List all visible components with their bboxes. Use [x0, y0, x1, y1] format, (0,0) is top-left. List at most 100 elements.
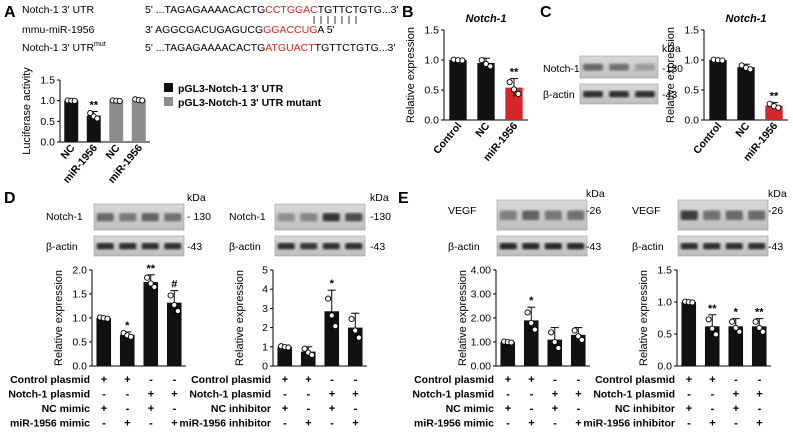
data-point — [325, 295, 332, 302]
significance-label: # — [171, 279, 177, 291]
data-point — [759, 328, 766, 335]
blot-band — [567, 243, 585, 250]
treatment-table: Control plasmid + + - -Notch-1 plasmid - - + +NC… — [583, 374, 762, 430]
treatment-sign: + — [756, 389, 762, 401]
data-point — [328, 312, 335, 319]
data-point — [348, 315, 355, 323]
blot-band — [119, 243, 137, 250]
blot-label: β-actin — [448, 241, 480, 253]
data-point — [174, 307, 181, 315]
treatment-sign: + — [171, 389, 177, 401]
significance-label: * — [734, 307, 739, 319]
mw-marker: -26 — [586, 205, 601, 217]
bar — [109, 100, 124, 142]
bar — [119, 334, 135, 366]
treatment-sign: + — [282, 403, 288, 415]
bar — [709, 60, 727, 120]
y-tick-label: 4 — [262, 284, 268, 296]
blot-label: VEGF — [632, 205, 661, 217]
seq1-sequence: 5' ...TAGAGAAAACACTGCCTGGACTGTTCTGTG...3… — [145, 4, 399, 16]
data-point — [575, 333, 582, 340]
treatment-sign: + — [575, 389, 581, 401]
treatment-sign: - — [354, 374, 358, 386]
x-tick-label: NC — [59, 142, 78, 162]
y-axis-label: Relative expression — [405, 27, 417, 123]
treatment-sign: + — [756, 418, 762, 430]
blot-band — [345, 213, 363, 222]
blot-band — [609, 91, 629, 98]
treatment-sign: - — [506, 418, 510, 430]
data-point — [712, 331, 719, 338]
blot-band — [300, 243, 318, 250]
blot-label: Notch-1 — [46, 211, 83, 223]
blot-d1-actin — [93, 235, 185, 257]
treatment-sign: - — [307, 403, 311, 415]
seq1-label: Notch-1 3' UTR — [22, 4, 94, 16]
treatment-sign: - — [126, 389, 130, 401]
treatment-sign: - — [530, 403, 534, 415]
bar — [131, 99, 146, 142]
kda-label: kDa — [370, 192, 389, 204]
bar — [500, 342, 516, 366]
kda-label: kDa — [662, 43, 681, 55]
blot-band — [322, 243, 340, 250]
data-point — [285, 344, 292, 351]
treatment-sign: - — [553, 418, 557, 430]
y-tick-label: 1.5 — [657, 265, 672, 277]
treatment-row-label: Notch-1 plasmid — [593, 389, 675, 401]
treatment-sign: + — [352, 389, 358, 401]
blot-band — [544, 210, 562, 221]
treatment-sign: + — [709, 374, 715, 386]
treatment-sign: + — [329, 389, 335, 401]
treatment-sign: - — [354, 403, 358, 415]
data-point — [752, 318, 759, 325]
blot-band — [583, 91, 603, 98]
blot-label: β-actin — [46, 241, 78, 253]
treatment-sign: - — [687, 418, 691, 430]
data-point — [487, 63, 494, 70]
blot-band — [748, 243, 766, 250]
blot-d2-actin — [274, 235, 366, 257]
blot-label: β-actin — [229, 241, 261, 253]
blot-band — [345, 243, 363, 250]
y-tick-label: 0.00 — [471, 361, 492, 373]
data-point — [116, 97, 123, 105]
data-point — [127, 333, 134, 340]
blot-band — [680, 243, 698, 250]
data-point — [736, 328, 743, 335]
significance-label: ** — [770, 91, 779, 103]
kda-label: kDa — [768, 188, 787, 200]
blot-band — [96, 243, 114, 250]
treatment-sign: + — [528, 418, 534, 430]
blot-band — [703, 243, 721, 250]
y-tick-label: 3.00 — [471, 289, 492, 301]
y-tick-label: 1.5 — [72, 289, 87, 301]
treatment-row-label: miR-1956 mimic — [414, 418, 494, 430]
y-tick-label: 1 — [262, 341, 268, 353]
significance-label: ** — [89, 99, 98, 111]
panel-letter-e: E — [398, 190, 409, 207]
bar — [166, 302, 182, 366]
y-tick-label: 3 — [262, 303, 268, 315]
blot-band — [522, 210, 540, 221]
y-tick-label: 1.0 — [657, 297, 672, 309]
treatment-sign: - — [734, 374, 738, 386]
kda-label: kDa — [586, 188, 605, 200]
significance-label: ** — [510, 67, 519, 79]
treatment-sign: + — [709, 418, 715, 430]
treatment-sign: + — [552, 403, 558, 415]
treatment-table: Control plasmid + + - -Notch-1 plasmid - - + +NC… — [412, 374, 581, 430]
y-tick-label: 0.0 — [424, 115, 439, 127]
treatment-sign: - — [734, 418, 738, 430]
treatment-sign: + — [101, 374, 107, 386]
treatment-sign: + — [101, 403, 107, 415]
data-point — [571, 327, 578, 334]
panel-letter-d: D — [4, 190, 16, 207]
data-point — [352, 327, 359, 334]
treatment-sign: - — [149, 418, 153, 430]
mw-marker: -43 — [187, 241, 202, 253]
y-tick-label: 0.5 — [684, 85, 699, 97]
